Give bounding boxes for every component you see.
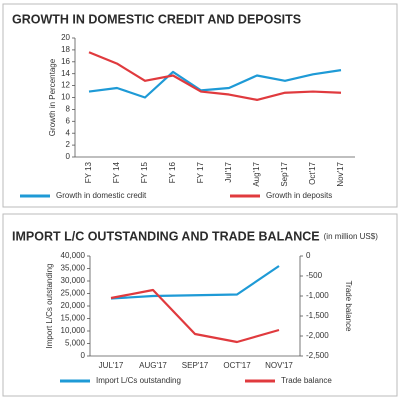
y-tick-label: 40,000 [61,251,86,260]
legend-label: Trade balance [281,376,332,385]
y-tick-label: 20 [61,33,70,42]
y-tick-label: 5,000 [65,339,86,348]
y-axis-title: Import L/Cs outstanding [45,264,54,349]
series-line [88,51,342,101]
x-tick-label: FY 14 [112,161,121,183]
y2-tick-label: -1,500 [306,311,329,320]
y2-tick-label: -2,500 [306,351,329,360]
chart-title: IMPORT L/C OUTSTANDING AND TRADE BALANCE [12,229,320,243]
x-tick-label: Oct'17 [308,161,317,184]
y-tick-label: 14 [61,69,70,78]
y2-tick-label: -2,000 [306,331,329,340]
y-tick-label: 0 [66,152,71,161]
x-tick-label: JUL'17 [99,361,124,370]
x-tick-label: NOV'17 [265,361,293,370]
y-tick-label: 35,000 [61,264,86,273]
y-tick-label: 30,000 [61,276,86,285]
y-tick-label: 10,000 [61,326,86,335]
panel-border [2,213,398,397]
y2-tick-label: -500 [306,271,323,280]
y2-axis-title: Trade balance [344,281,353,332]
y-tick-label: 8 [66,105,71,114]
panel-border [2,3,398,208]
x-tick-label: Sep'17 [280,161,289,186]
y-tick-label: 15,000 [61,314,86,323]
y-tick-label: 6 [66,116,71,125]
x-tick-label: FY 15 [140,161,149,183]
x-tick-label: AUG'17 [139,361,167,370]
x-tick-label: FY 16 [168,161,177,183]
series-line [88,69,342,99]
legend-label: Growth in domestic credit [56,191,147,200]
x-tick-label: FY 17 [196,161,205,183]
chart-subtitle: (in million US$) [324,232,379,241]
series-line [110,265,280,300]
y-tick-label: 4 [66,128,71,137]
series-line [110,288,280,344]
y-tick-label: 16 [61,57,70,66]
y-tick-label: 25,000 [61,289,86,298]
y2-tick-label: 0 [306,251,311,260]
x-tick-label: SEP'17 [182,361,209,370]
legend-label: Growth in deposits [266,191,332,200]
x-tick-label: Jul'17 [224,161,233,182]
y-tick-label: 18 [61,45,70,54]
y-tick-label: 20,000 [61,301,86,310]
x-tick-label: OCT'17 [223,361,251,370]
y-tick-label: 0 [81,351,86,360]
legend-label: Import L/Cs outstanding [96,376,181,385]
y-tick-label: 2 [66,140,71,149]
y-tick-label: 12 [61,81,70,90]
x-tick-label: Nov'17 [336,161,345,186]
y-tick-label: 10 [61,93,70,102]
x-tick-label: Aug'17 [252,161,261,186]
y-axis-title: Growth in Percentage [48,58,57,136]
y2-tick-label: -1,000 [306,291,329,300]
chart-title: GROWTH IN DOMESTIC CREDIT AND DEPOSITS [12,12,301,26]
x-tick-label: FY 13 [84,161,93,183]
